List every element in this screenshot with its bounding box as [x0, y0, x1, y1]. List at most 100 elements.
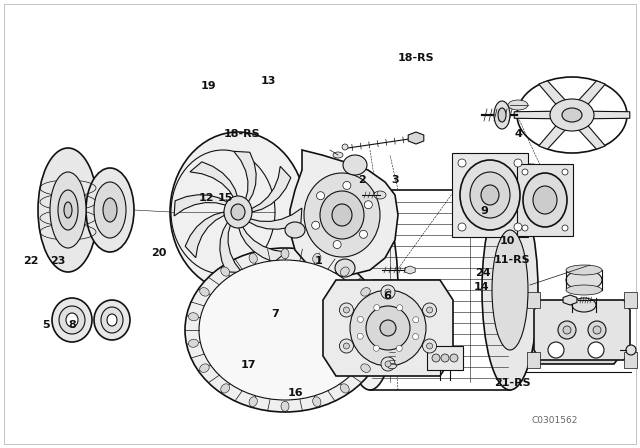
- Ellipse shape: [52, 298, 92, 342]
- Ellipse shape: [492, 230, 528, 350]
- Circle shape: [422, 303, 436, 317]
- Text: 21-RS: 21-RS: [493, 378, 531, 388]
- Polygon shape: [534, 300, 630, 360]
- Ellipse shape: [332, 204, 352, 226]
- Text: 5: 5: [42, 320, 50, 330]
- Ellipse shape: [86, 168, 134, 252]
- Ellipse shape: [313, 397, 321, 406]
- Polygon shape: [624, 292, 637, 308]
- Text: 24: 24: [476, 268, 491, 278]
- Text: 9: 9: [481, 207, 488, 216]
- Polygon shape: [323, 280, 453, 376]
- Ellipse shape: [550, 99, 594, 131]
- Polygon shape: [578, 81, 605, 105]
- Bar: [427, 346, 463, 370]
- Polygon shape: [248, 208, 302, 229]
- Circle shape: [317, 192, 324, 200]
- Ellipse shape: [188, 339, 198, 347]
- Polygon shape: [593, 111, 630, 119]
- Polygon shape: [290, 150, 398, 275]
- Circle shape: [381, 285, 395, 299]
- Ellipse shape: [361, 364, 371, 372]
- Text: 8: 8: [68, 320, 76, 330]
- Ellipse shape: [533, 186, 557, 214]
- Text: 19: 19: [200, 81, 216, 91]
- Text: 12: 12: [198, 193, 214, 203]
- Polygon shape: [563, 295, 577, 305]
- Ellipse shape: [470, 172, 510, 218]
- Ellipse shape: [281, 249, 289, 259]
- Circle shape: [458, 159, 466, 167]
- Circle shape: [357, 333, 363, 339]
- Text: C0301562: C0301562: [532, 415, 578, 425]
- Circle shape: [344, 307, 349, 313]
- Ellipse shape: [188, 313, 198, 321]
- Polygon shape: [190, 162, 238, 199]
- Circle shape: [344, 343, 349, 349]
- Text: 6: 6: [383, 291, 391, 301]
- Ellipse shape: [481, 185, 499, 205]
- Circle shape: [427, 307, 433, 313]
- Circle shape: [563, 326, 571, 334]
- Circle shape: [380, 320, 396, 336]
- Text: 11-RS: 11-RS: [493, 255, 531, 265]
- Circle shape: [458, 223, 466, 231]
- Ellipse shape: [343, 155, 367, 175]
- Ellipse shape: [200, 288, 209, 296]
- Circle shape: [562, 169, 568, 175]
- Ellipse shape: [94, 182, 126, 238]
- Ellipse shape: [285, 222, 305, 238]
- Circle shape: [360, 230, 367, 238]
- Ellipse shape: [372, 339, 381, 347]
- Circle shape: [514, 159, 522, 167]
- Ellipse shape: [185, 248, 385, 412]
- Circle shape: [593, 326, 601, 334]
- Circle shape: [522, 169, 528, 175]
- Ellipse shape: [335, 259, 355, 277]
- Ellipse shape: [566, 270, 602, 290]
- Ellipse shape: [508, 100, 528, 110]
- Bar: [517, 164, 573, 236]
- Ellipse shape: [249, 397, 257, 406]
- Bar: [452, 153, 528, 237]
- Polygon shape: [238, 225, 286, 262]
- Circle shape: [396, 345, 402, 351]
- Text: 1: 1: [315, 256, 323, 266]
- Ellipse shape: [523, 173, 567, 227]
- Polygon shape: [220, 221, 242, 273]
- Ellipse shape: [221, 267, 230, 276]
- Circle shape: [385, 289, 391, 295]
- Ellipse shape: [231, 204, 245, 220]
- Ellipse shape: [170, 132, 306, 292]
- Ellipse shape: [460, 160, 520, 230]
- Polygon shape: [185, 212, 225, 258]
- Ellipse shape: [374, 191, 386, 199]
- Ellipse shape: [38, 148, 98, 272]
- Ellipse shape: [94, 300, 130, 340]
- Text: 18-RS: 18-RS: [397, 53, 435, 63]
- Text: 22: 22: [23, 256, 38, 266]
- Polygon shape: [532, 336, 620, 364]
- Text: 3: 3: [392, 175, 399, 185]
- Text: 2: 2: [358, 175, 365, 185]
- Ellipse shape: [342, 190, 398, 390]
- Ellipse shape: [372, 313, 381, 321]
- Ellipse shape: [562, 108, 582, 122]
- Circle shape: [588, 321, 606, 339]
- Ellipse shape: [199, 260, 371, 400]
- Ellipse shape: [498, 108, 506, 122]
- Text: 23: 23: [50, 256, 65, 266]
- Polygon shape: [624, 352, 637, 368]
- Text: 10: 10: [499, 236, 515, 246]
- Ellipse shape: [58, 190, 78, 230]
- Circle shape: [339, 303, 353, 317]
- Text: 7: 7: [271, 310, 279, 319]
- Circle shape: [422, 339, 436, 353]
- Circle shape: [385, 361, 391, 367]
- Circle shape: [427, 343, 433, 349]
- Ellipse shape: [566, 285, 602, 295]
- Circle shape: [588, 342, 604, 358]
- Circle shape: [333, 241, 341, 249]
- Ellipse shape: [249, 254, 257, 263]
- Polygon shape: [539, 125, 566, 149]
